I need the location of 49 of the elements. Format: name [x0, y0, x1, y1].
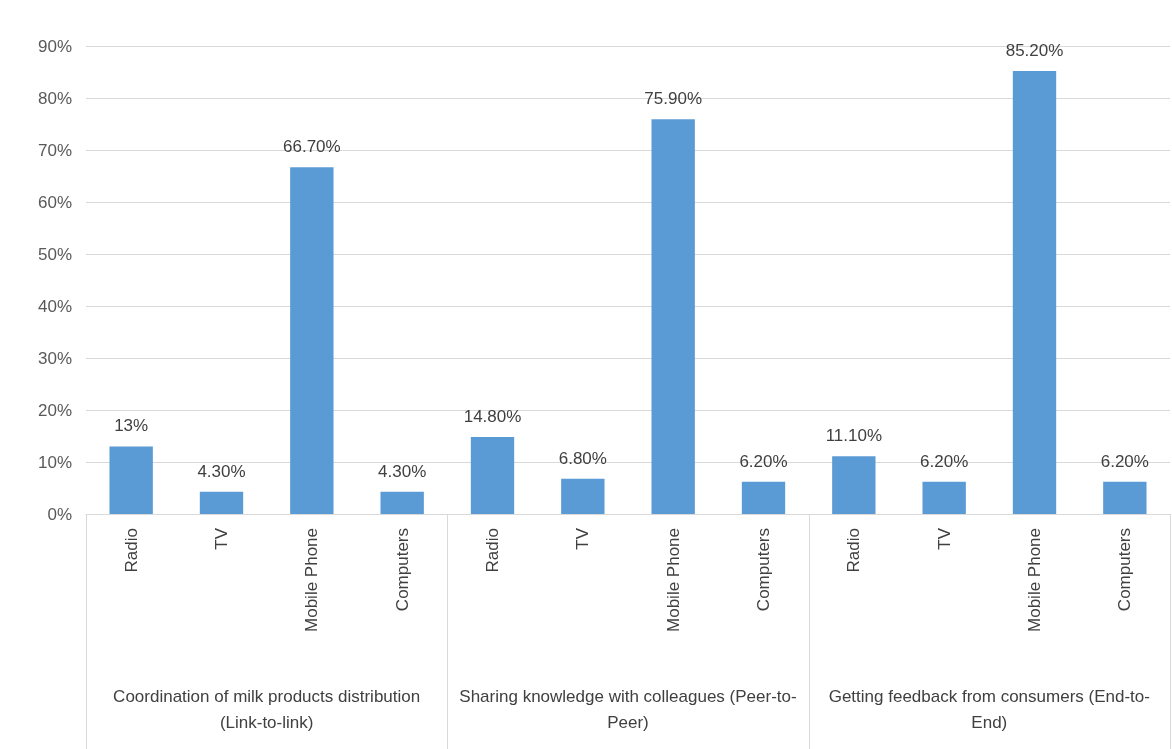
bar: [651, 119, 695, 514]
y-tick-label: 50%: [37, 244, 72, 264]
x-tick-label: Radio: [483, 528, 502, 573]
y-tick-label: 70%: [37, 140, 72, 160]
y-tick-label: 0%: [47, 504, 72, 524]
bar: [741, 481, 786, 514]
x-tick-label: Radio: [121, 528, 141, 573]
bar: [470, 437, 515, 514]
x-tick-label: Computers: [754, 528, 773, 612]
x-tick-label: Mobile Phone: [1025, 528, 1044, 632]
y-tick-label: 80%: [37, 88, 72, 108]
bar: [561, 478, 605, 514]
x-tick-label: TV: [212, 527, 231, 550]
data-label: 14.80%: [463, 407, 522, 427]
text: Coordination of milk products distribution (Link-to-link): [112, 686, 422, 734]
x-tick-label: Radio: [844, 528, 864, 573]
bar: [290, 167, 334, 514]
y-tick-label: 10%: [37, 452, 72, 472]
x-tick-label: Computers: [392, 528, 412, 612]
data-label: 6.20%: [920, 451, 969, 471]
data-label: 11.10%: [825, 426, 883, 446]
y-tick-label: 30%: [37, 348, 72, 368]
data-label: 4.30%: [378, 461, 427, 481]
data-label: 66.70%: [283, 137, 341, 157]
bar: [922, 481, 966, 514]
y-tick-label: 20%: [37, 400, 72, 420]
x-tick-label: TV: [934, 527, 954, 550]
text: Getting feedback from consumers (End-to-End): [827, 686, 1151, 734]
y-tick-label: 60%: [37, 192, 72, 212]
bar: [1012, 70, 1057, 514]
bar: [109, 446, 153, 514]
y-tick-label: 40%: [37, 296, 72, 316]
bar: [199, 491, 244, 514]
x-tick-label: Mobile Phone: [302, 528, 322, 632]
bar: [832, 456, 876, 514]
data-label: 85.20%: [1005, 40, 1064, 60]
data-label: 13%: [114, 416, 149, 436]
text: Sharing knowledge with colleagues (Peer-to-Peer): [458, 686, 798, 734]
data-label: 6.20%: [1100, 451, 1149, 471]
x-tick-label: TV: [573, 527, 593, 550]
x-tick-label: Mobile Phone: [663, 528, 683, 632]
data-label: 4.30%: [197, 461, 246, 481]
bar: [1103, 481, 1147, 514]
data-label: 75.90%: [644, 89, 702, 109]
data-label: 6.80%: [558, 448, 607, 468]
y-tick-label: 90%: [37, 36, 72, 56]
x-tick-label: Computers: [1115, 528, 1135, 612]
bar: [380, 491, 424, 514]
data-label: 6.20%: [739, 451, 788, 471]
